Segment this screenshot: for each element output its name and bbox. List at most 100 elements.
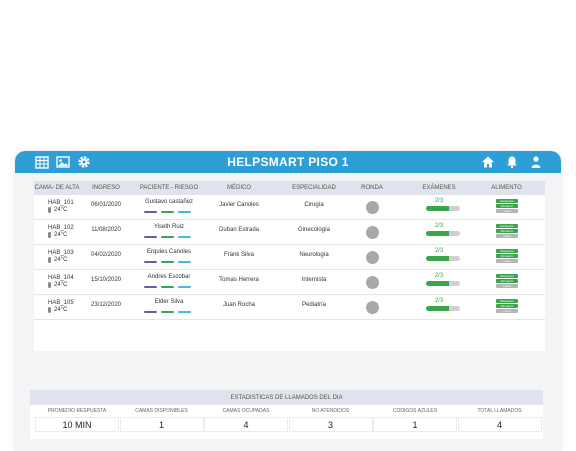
risk-bar bbox=[144, 286, 157, 288]
exams-count: 2/3 bbox=[434, 223, 444, 229]
stats-title: ESTADISTICAS DE LLAMADOS DEL DIA bbox=[30, 390, 543, 405]
risk-bar bbox=[178, 311, 191, 313]
meal-tag[interactable]: Almuerzo bbox=[496, 204, 518, 208]
risk-bar bbox=[178, 236, 191, 238]
table-header: CAMA- DE ALTA INGRESO PACIENTE - RIESGO … bbox=[34, 181, 545, 195]
thermometer-icon bbox=[48, 307, 51, 313]
stat-value: 4 bbox=[457, 417, 542, 432]
table-row[interactable]: HAB_105 24°C 23/12/2020 Elder Silva Juan Roc… bbox=[34, 295, 545, 320]
meal-tag[interactable]: Cena bbox=[496, 309, 518, 313]
stat-label: CAMAS DISPONIBLES bbox=[135, 408, 188, 414]
room-temperature: 24°C bbox=[48, 207, 67, 213]
room-temperature: 24°C bbox=[48, 282, 67, 288]
specialty: Ginecología bbox=[297, 227, 331, 233]
header-left-icons bbox=[35, 155, 91, 169]
patient-name[interactable]: Gustavo castañez bbox=[144, 199, 194, 205]
exams-progress-bar bbox=[426, 281, 460, 286]
meal-tags: Desayuno Almuerzo Cena bbox=[496, 199, 518, 213]
table-row[interactable]: HAB_103 24°C 04/02/2020 Erquies Canoles Fran… bbox=[34, 245, 545, 270]
room-temperature: 24°C bbox=[48, 232, 67, 238]
specialty: Cirugía bbox=[304, 202, 324, 208]
ronda-status-dot[interactable] bbox=[366, 201, 379, 214]
risk-indicator bbox=[144, 261, 191, 263]
meal-tag[interactable]: Almuerzo bbox=[496, 279, 518, 283]
column-header-examenes: EXÁMENES bbox=[422, 185, 456, 191]
room-label: HAB_103 bbox=[48, 250, 74, 256]
meal-tag[interactable]: Cena bbox=[496, 209, 518, 213]
temperature-value: 24°C bbox=[54, 232, 68, 238]
thermometer-icon bbox=[48, 282, 51, 288]
meal-tag[interactable]: Cena bbox=[496, 284, 518, 288]
risk-bar bbox=[144, 211, 157, 213]
admission-date: 15/10/2020 bbox=[90, 277, 122, 283]
ronda-status-dot[interactable] bbox=[366, 301, 379, 314]
risk-bar bbox=[161, 311, 174, 313]
room-temperature: 24°C bbox=[48, 307, 67, 313]
temperature-value: 24°C bbox=[54, 257, 68, 263]
risk-bar bbox=[161, 286, 174, 288]
temperature-value: 24°C bbox=[54, 307, 68, 313]
column-header-alimento: ALIMENTO bbox=[491, 185, 522, 191]
home-icon[interactable] bbox=[481, 155, 495, 169]
meal-tags: Desayuno Almuerzo Cena bbox=[496, 274, 518, 288]
doctor-name: Frank Silva bbox=[223, 252, 254, 258]
thermometer-icon bbox=[48, 257, 51, 263]
meal-tag[interactable]: Almuerzo bbox=[496, 304, 518, 308]
column-header-cama: CAMA- DE ALTA bbox=[34, 185, 80, 191]
meal-tag[interactable]: Desayuno bbox=[496, 224, 518, 228]
meal-tag[interactable]: Cena bbox=[496, 259, 518, 263]
doctor-name: Tomas Herrera bbox=[219, 277, 259, 283]
doctor-name: Duban Estrada bbox=[218, 227, 260, 233]
stat-label: CODIGOS AZULES bbox=[392, 408, 438, 414]
patient-name[interactable]: Erquies Canoles bbox=[146, 249, 192, 255]
meal-tag[interactable]: Desayuno bbox=[496, 249, 518, 253]
table-row[interactable]: HAB_104 24°C 15/10/2020 Andres Escobar Tomas… bbox=[34, 270, 545, 295]
patient-name[interactable]: Yiseth Ruiz bbox=[153, 224, 185, 230]
ronda-status-dot[interactable] bbox=[366, 276, 379, 289]
patient-name[interactable]: Elder Silva bbox=[154, 299, 184, 305]
risk-bar bbox=[144, 261, 157, 263]
risk-bar bbox=[178, 286, 191, 288]
meal-tag[interactable]: Desayuno bbox=[496, 199, 518, 203]
table-row[interactable]: HAB_101 24°C 06/01/2020 Gustavo castañez Jav… bbox=[34, 195, 545, 220]
dashboard-card: HELPSMART PISO 1 CAMA- DE ALTA INGRESO P… bbox=[15, 151, 561, 451]
meal-tags: Desayuno Almuerzo Cena bbox=[496, 249, 518, 263]
ronda-status-dot[interactable] bbox=[366, 251, 379, 264]
meal-tag[interactable]: Almuerzo bbox=[496, 254, 518, 258]
stat-card: TOTAL LLAMADOS 4 bbox=[457, 408, 542, 432]
thermometer-icon bbox=[48, 232, 51, 238]
risk-bar bbox=[178, 211, 191, 213]
meal-tag[interactable]: Desayuno bbox=[496, 299, 518, 303]
calendar-grid-icon[interactable] bbox=[35, 155, 49, 169]
admission-date: 04/02/2020 bbox=[90, 252, 122, 258]
specialty: Neurología bbox=[299, 252, 329, 258]
user-icon[interactable] bbox=[529, 155, 543, 169]
meal-tags: Desayuno Almuerzo Cena bbox=[496, 224, 518, 238]
meal-tag[interactable]: Cena bbox=[496, 234, 518, 238]
bell-icon[interactable] bbox=[505, 155, 519, 169]
exams-progress-bar bbox=[426, 306, 460, 311]
header-right-icons bbox=[481, 155, 543, 169]
image-icon[interactable] bbox=[56, 155, 70, 169]
stat-card: PROMEDIO RESPUESTA 10 MIN bbox=[35, 408, 119, 432]
table-row[interactable]: HAB_102 24°C 11/08/2020 Yiseth Ruiz Duban Es… bbox=[34, 220, 545, 245]
patient-name[interactable]: Andres Escobar bbox=[147, 274, 191, 280]
stat-value: 1 bbox=[373, 417, 457, 432]
exams-progress-fill bbox=[426, 306, 449, 311]
room-label: HAB_105 bbox=[48, 300, 74, 306]
exams-progress-bar bbox=[426, 206, 460, 211]
ronda-status-dot[interactable] bbox=[366, 226, 379, 239]
risk-bar bbox=[161, 211, 174, 213]
room-label: HAB_104 bbox=[48, 275, 74, 281]
gear-icon[interactable] bbox=[77, 155, 91, 169]
room-temperature: 24°C bbox=[48, 257, 67, 263]
doctor-name: Juan Rocha bbox=[222, 302, 256, 308]
stat-value: 10 MIN bbox=[35, 417, 119, 432]
meal-tag[interactable]: Desayuno bbox=[496, 274, 518, 278]
risk-bar bbox=[161, 236, 174, 238]
stat-value: 3 bbox=[288, 417, 373, 432]
stats-panel: ESTADISTICAS DE LLAMADOS DEL DIA PROMEDI… bbox=[30, 390, 543, 439]
room-label: HAB_102 bbox=[48, 225, 74, 231]
meal-tag[interactable]: Almuerzo bbox=[496, 229, 518, 233]
stat-label: PROMEDIO RESPUESTA bbox=[47, 408, 107, 414]
